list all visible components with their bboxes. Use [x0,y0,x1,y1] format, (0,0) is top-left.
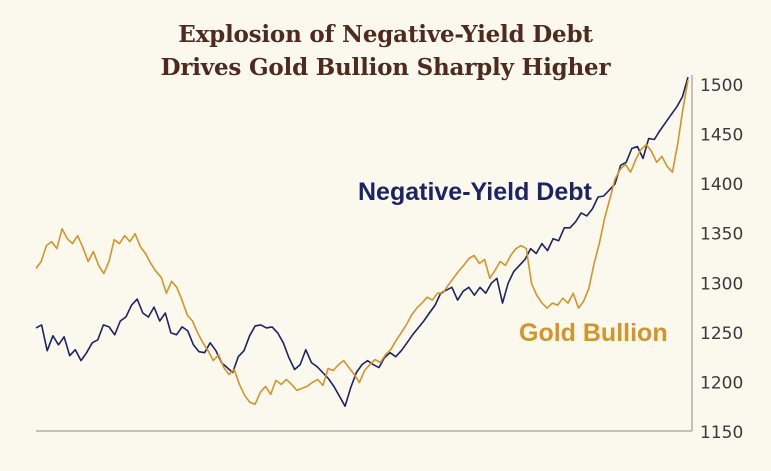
chart-title-line-1: Explosion of Negative-Yield Debt [178,21,593,48]
y-tick-label: 1150 [700,423,743,443]
chart-title: Explosion of Negative-Yield Debt Drives … [0,18,771,84]
y-tick-label: 1350 [700,225,743,245]
chart-series [35,76,689,408]
chart-series-labels: Negative-Yield Debt Gold Bullion [358,178,668,347]
chart-title-line-2: Drives Gold Bullion Sharply Higher [160,54,611,81]
y-tick-label: 1500 [700,76,743,96]
series-line-negative-yield-debt [35,76,689,408]
y-tick-label: 1250 [700,324,743,344]
y-tick-label: 1200 [700,373,743,393]
chart-axes: 1150 1200 1250 1300 1350 1400 1450 1500 [36,75,743,443]
series-line-gold-bullion [35,79,689,406]
series-label-gold-bullion: Gold Bullion [519,319,668,347]
series-label-negative-yield-debt: Negative-Yield Debt [358,178,593,206]
y-tick-label: 1300 [700,274,743,294]
y-tick-label: 1400 [700,175,743,195]
y-tick-label: 1450 [700,126,743,146]
